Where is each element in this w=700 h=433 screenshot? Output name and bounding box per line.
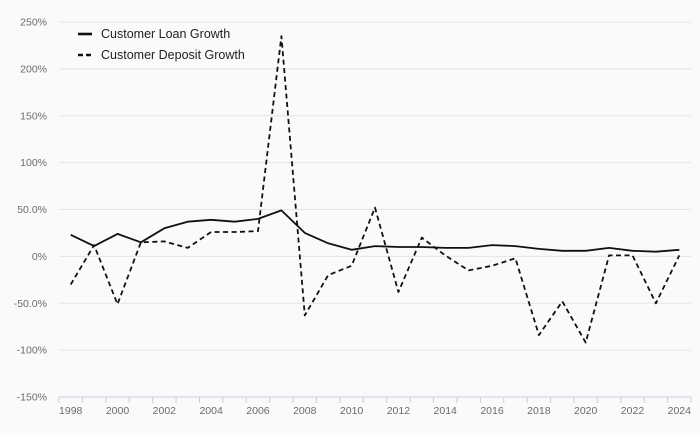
x-tick-label: 2024: [668, 405, 692, 417]
x-tick-label: 2020: [574, 405, 598, 417]
y-tick-label: 100%: [20, 157, 47, 169]
legend-label-deposit-growth: Customer Deposit Growth: [101, 48, 245, 62]
x-tick-label: 2018: [527, 405, 551, 417]
x-tick-label: 2000: [106, 405, 130, 417]
y-tick-label: -50.0%: [14, 298, 47, 310]
y-tick-label: 150%: [20, 110, 47, 122]
x-tick-label: 2004: [199, 405, 223, 417]
legend-item-loan-growth: Customer Loan Growth: [78, 26, 245, 42]
legend: Customer Loan Growth Customer Deposit Gr…: [78, 26, 245, 63]
y-tick-label: -100%: [17, 345, 47, 357]
y-tick-label: 200%: [20, 63, 47, 75]
x-tick-label: 2022: [621, 405, 645, 417]
y-tick-label: -150%: [17, 392, 47, 404]
dashed-line-swatch-icon: [78, 53, 92, 57]
x-tick-label: 2008: [293, 405, 317, 417]
x-tick-label: 2006: [246, 405, 270, 417]
x-tick-label: 1998: [59, 405, 83, 417]
series-line-dashed: [69, 35, 681, 344]
x-tick-label: 2016: [480, 405, 504, 417]
series-line-solid: [70, 209, 680, 253]
x-tick-label: 2014: [434, 405, 458, 417]
y-tick-label: 250%: [20, 17, 47, 29]
y-tick-label: 0%: [32, 251, 47, 263]
x-tick-label: 2010: [340, 405, 364, 417]
solid-line-swatch-icon: [78, 32, 92, 36]
x-tick-label: 2012: [387, 405, 411, 417]
y-tick-label: 50.0%: [17, 204, 47, 216]
x-tick-label: 2002: [153, 405, 177, 417]
legend-item-deposit-growth: Customer Deposit Growth: [78, 47, 245, 63]
legend-label-loan-growth: Customer Loan Growth: [101, 27, 231, 41]
